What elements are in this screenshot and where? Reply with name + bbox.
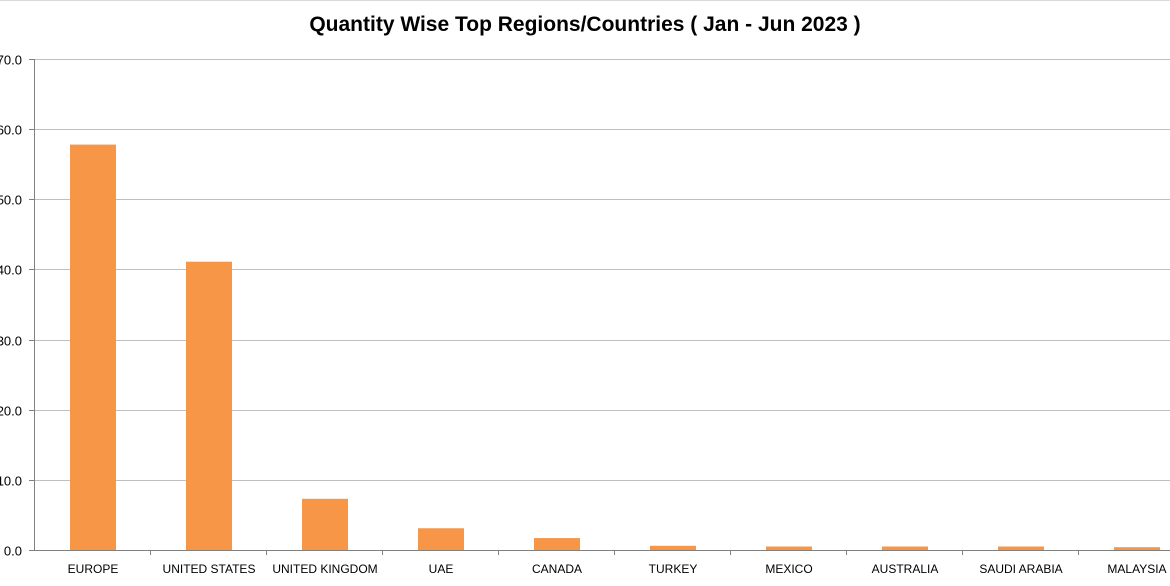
bar (1114, 547, 1160, 550)
y-tick-label: 40.0 (0, 263, 22, 278)
tick-labels: 0.0 10.0 20.0 30.0 40.0 50.0 60.0 70.0 EUROPE UNI… (0, 53, 1167, 577)
gridlines (34, 59, 1170, 481)
x-tick-label: EUROPE (68, 562, 119, 576)
y-tick-label: 0.0 (4, 544, 22, 559)
bar (650, 545, 696, 550)
x-tick-label: UAE (429, 562, 454, 576)
y-tick-label: 50.0 (0, 193, 22, 208)
y-tick-label: 10.0 (0, 474, 22, 489)
x-tick-label: SAUDI ARABIA (979, 562, 1062, 576)
x-tick-label: UNITED KINGDOM (272, 562, 377, 576)
bar (882, 546, 928, 550)
bar (70, 144, 116, 550)
bar (186, 261, 232, 550)
y-tick-label: 60.0 (0, 123, 22, 138)
y-tick-label: 70.0 (0, 53, 22, 68)
bar (418, 528, 464, 550)
chart-title: Quantity Wise Top Regions/Countries ( Ja… (309, 13, 861, 36)
x-tick-label: TURKEY (649, 562, 698, 576)
y-tick-label: 20.0 (0, 404, 22, 419)
bar (766, 546, 812, 550)
bars (70, 144, 1160, 550)
x-tick-label: MALAYSIA (1107, 562, 1166, 576)
x-tick-label: MEXICO (765, 562, 812, 576)
axes (29, 59, 1170, 555)
bar (534, 538, 580, 550)
y-tick-label: 30.0 (0, 334, 22, 349)
x-tick-label: UNITED STATES (163, 562, 256, 576)
x-tick-label: CANADA (532, 562, 582, 576)
bar (302, 498, 348, 550)
x-tick-label: AUSTRALIA (872, 562, 939, 576)
bar (998, 546, 1044, 550)
